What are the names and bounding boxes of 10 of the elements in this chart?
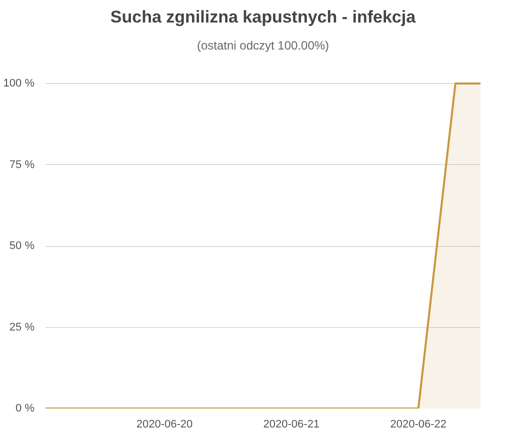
y-tick-label: 100 % <box>3 78 35 90</box>
y-tick-label: 50 % <box>9 240 35 252</box>
y-tick-label: 75 % <box>9 158 35 171</box>
x-tick-label: 2020-06-20 <box>136 418 193 430</box>
x-tick-label: 2020-06-21 <box>263 418 320 430</box>
y-tick-label: 25 % <box>9 321 35 334</box>
x-tick-label: 2020-06-22 <box>390 418 447 430</box>
chart-subtitle: (ostatni odczyt 100.00%) <box>196 38 330 52</box>
chart-title: Sucha zgnilizna kapustnych - infekcja <box>110 8 416 26</box>
y-tick-label: 0 % <box>16 402 35 414</box>
